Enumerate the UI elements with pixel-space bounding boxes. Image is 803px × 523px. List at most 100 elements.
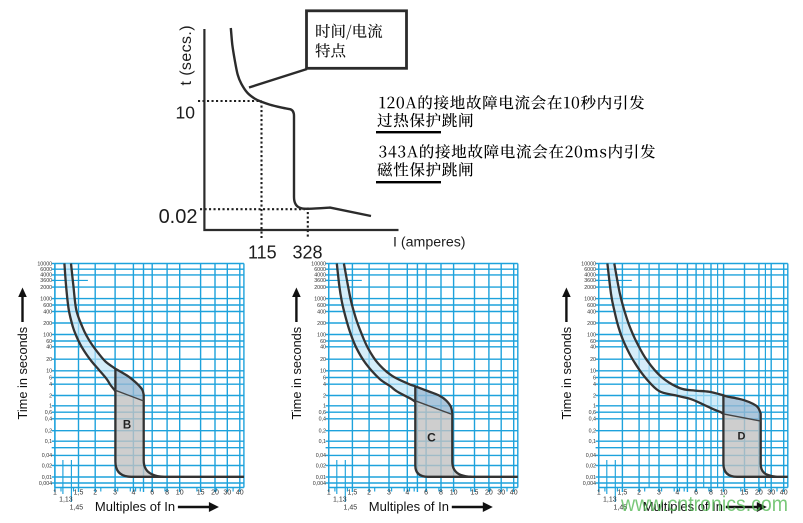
- svg-text:1000: 1000: [584, 296, 596, 302]
- svg-text:10: 10: [590, 369, 596, 375]
- svg-text:60: 60: [320, 339, 326, 345]
- svg-text:3: 3: [657, 490, 661, 497]
- svg-text:15: 15: [197, 490, 205, 497]
- svg-text:20: 20: [485, 490, 493, 497]
- svg-text:6000: 6000: [314, 267, 326, 273]
- svg-text:2: 2: [49, 393, 52, 399]
- svg-text:15: 15: [741, 490, 749, 497]
- svg-text:100: 100: [587, 332, 596, 338]
- svg-text:3600: 3600: [314, 278, 326, 284]
- svg-text:40: 40: [780, 490, 788, 497]
- svg-text:1: 1: [323, 404, 326, 410]
- svg-text:0,2: 0,2: [45, 429, 52, 435]
- svg-text:10000: 10000: [311, 261, 326, 267]
- svg-text:1: 1: [327, 490, 331, 497]
- svg-text:1: 1: [593, 404, 596, 410]
- svg-text:8: 8: [439, 490, 443, 497]
- svg-text:0,2: 0,2: [589, 429, 596, 435]
- svg-text:0,04: 0,04: [316, 453, 326, 459]
- svg-text:1,13: 1,13: [333, 497, 347, 504]
- svg-text:60: 60: [46, 339, 52, 345]
- svg-text:0,01: 0,01: [586, 475, 596, 481]
- svg-text:1,13: 1,13: [59, 497, 73, 504]
- svg-text:328: 328: [292, 243, 322, 263]
- svg-text:30: 30: [767, 490, 775, 497]
- svg-text:0,004: 0,004: [39, 481, 52, 487]
- svg-text:20: 20: [46, 357, 52, 363]
- svg-text:3600: 3600: [584, 278, 596, 284]
- svg-text:1,45: 1,45: [613, 505, 627, 512]
- svg-text:6: 6: [593, 375, 596, 381]
- svg-text:6: 6: [694, 490, 698, 497]
- svg-text:10: 10: [176, 490, 184, 497]
- svg-text:Multiples of In: Multiples of In: [643, 499, 723, 514]
- svg-text:200: 200: [587, 321, 596, 327]
- svg-text:4000: 4000: [584, 273, 596, 279]
- svg-text:600: 600: [317, 303, 326, 309]
- svg-text:115: 115: [248, 243, 277, 263]
- svg-text:1,5: 1,5: [618, 490, 628, 497]
- svg-text:0,6: 0,6: [589, 410, 596, 416]
- svg-text:600: 600: [43, 303, 52, 309]
- svg-text:Time in seconds: Time in seconds: [289, 327, 304, 420]
- svg-text:10: 10: [450, 490, 458, 497]
- svg-text:2: 2: [367, 490, 371, 497]
- svg-text:15: 15: [471, 490, 479, 497]
- svg-text:0,04: 0,04: [586, 453, 596, 459]
- svg-text:t (secs.): t (secs.): [178, 25, 195, 86]
- svg-text:0,02: 0,02: [42, 463, 52, 469]
- svg-text:20: 20: [211, 490, 219, 497]
- svg-text:40: 40: [46, 345, 52, 351]
- svg-text:10: 10: [720, 490, 728, 497]
- svg-text:0,6: 0,6: [45, 410, 52, 416]
- svg-text:8: 8: [709, 490, 713, 497]
- svg-text:6: 6: [49, 375, 52, 381]
- svg-text:0,01: 0,01: [42, 475, 52, 481]
- svg-text:0,6: 0,6: [319, 410, 326, 416]
- svg-text:0,01: 0,01: [316, 475, 326, 481]
- svg-text:2000: 2000: [40, 285, 52, 291]
- svg-text:D: D: [738, 430, 746, 442]
- svg-text:4: 4: [131, 490, 135, 497]
- svg-text:Multiples of In: Multiples of In: [369, 499, 449, 514]
- svg-text:30: 30: [497, 490, 505, 497]
- svg-text:1,45: 1,45: [343, 505, 357, 512]
- svg-text:3: 3: [387, 490, 391, 497]
- svg-text:20: 20: [590, 357, 596, 363]
- svg-text:0,1: 0,1: [589, 439, 596, 445]
- svg-text:200: 200: [317, 321, 326, 327]
- svg-text:6000: 6000: [584, 267, 596, 273]
- svg-text:0,4: 0,4: [589, 417, 596, 423]
- svg-text:0,02: 0,02: [586, 463, 596, 469]
- svg-text:I (amperes): I (amperes): [393, 235, 466, 251]
- svg-text:1,5: 1,5: [348, 490, 358, 497]
- svg-text:B: B: [123, 420, 131, 432]
- svg-text:4: 4: [593, 382, 596, 388]
- svg-text:0,2: 0,2: [319, 429, 326, 435]
- svg-text:2: 2: [593, 393, 596, 399]
- svg-text:400: 400: [43, 309, 52, 315]
- svg-text:40: 40: [510, 490, 518, 497]
- svg-text:0,02: 0,02: [316, 463, 326, 469]
- svg-text:4: 4: [405, 490, 409, 497]
- svg-text:6000: 6000: [40, 267, 52, 273]
- svg-text:6: 6: [424, 490, 428, 497]
- svg-text:0,1: 0,1: [319, 439, 326, 445]
- svg-text:1: 1: [597, 490, 601, 497]
- svg-text:100: 100: [317, 332, 326, 338]
- svg-text:2: 2: [323, 393, 326, 399]
- svg-text:2000: 2000: [584, 285, 596, 291]
- svg-text:2: 2: [637, 490, 641, 497]
- svg-text:1: 1: [49, 404, 52, 410]
- svg-text:4: 4: [675, 490, 679, 497]
- svg-text:20: 20: [755, 490, 763, 497]
- svg-text:2000: 2000: [314, 285, 326, 291]
- svg-text:600: 600: [587, 303, 596, 309]
- svg-text:0,1: 0,1: [45, 439, 52, 445]
- svg-text:400: 400: [587, 309, 596, 315]
- svg-text:1000: 1000: [314, 296, 326, 302]
- svg-text:6: 6: [150, 490, 154, 497]
- svg-text:10: 10: [176, 103, 196, 123]
- svg-text:1,13: 1,13: [603, 497, 617, 504]
- svg-text:0.02: 0.02: [159, 206, 198, 228]
